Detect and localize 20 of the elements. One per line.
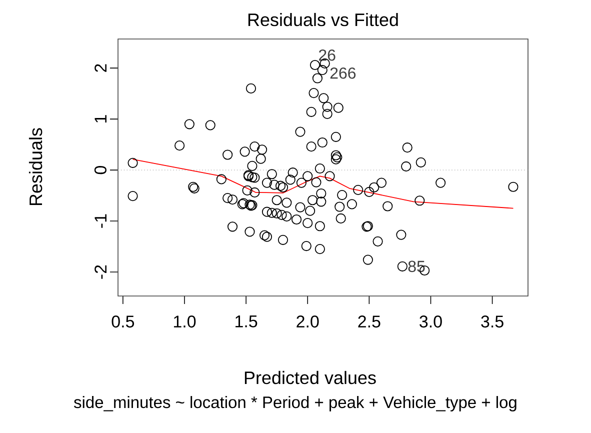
y-tick-label: -1 — [94, 214, 106, 228]
chart-title: Residuals vs Fitted — [248, 12, 398, 26]
annotation: 85 — [408, 260, 425, 272]
x-axis-title: Predicted values — [244, 370, 376, 384]
text: side_minutes ~ location * Period + peak + Vehicle_type + log — [74, 396, 516, 412]
line-series — [132, 158, 514, 209]
y-tick-label: -2 — [94, 265, 106, 279]
y-tick-label: 1 — [94, 115, 106, 122]
y-tick-label: 0 — [94, 166, 106, 174]
x-tick-label: 1.0 — [174, 316, 196, 328]
annotation: 266 — [330, 67, 356, 79]
annotation: 26 — [319, 49, 336, 61]
y-axis-title: Residuals — [28, 128, 42, 206]
x-tick-label: 1.5 — [236, 316, 258, 328]
x-tick-label: 3.0 — [420, 316, 442, 328]
x-tick-label: 2.0 — [296, 316, 319, 328]
x-tick-label: 3.5 — [481, 316, 504, 328]
x-tick-label: 2.5 — [358, 316, 380, 328]
x-tick-label: 0.5 — [112, 316, 134, 328]
y-tick-label: 2 — [94, 64, 106, 72]
